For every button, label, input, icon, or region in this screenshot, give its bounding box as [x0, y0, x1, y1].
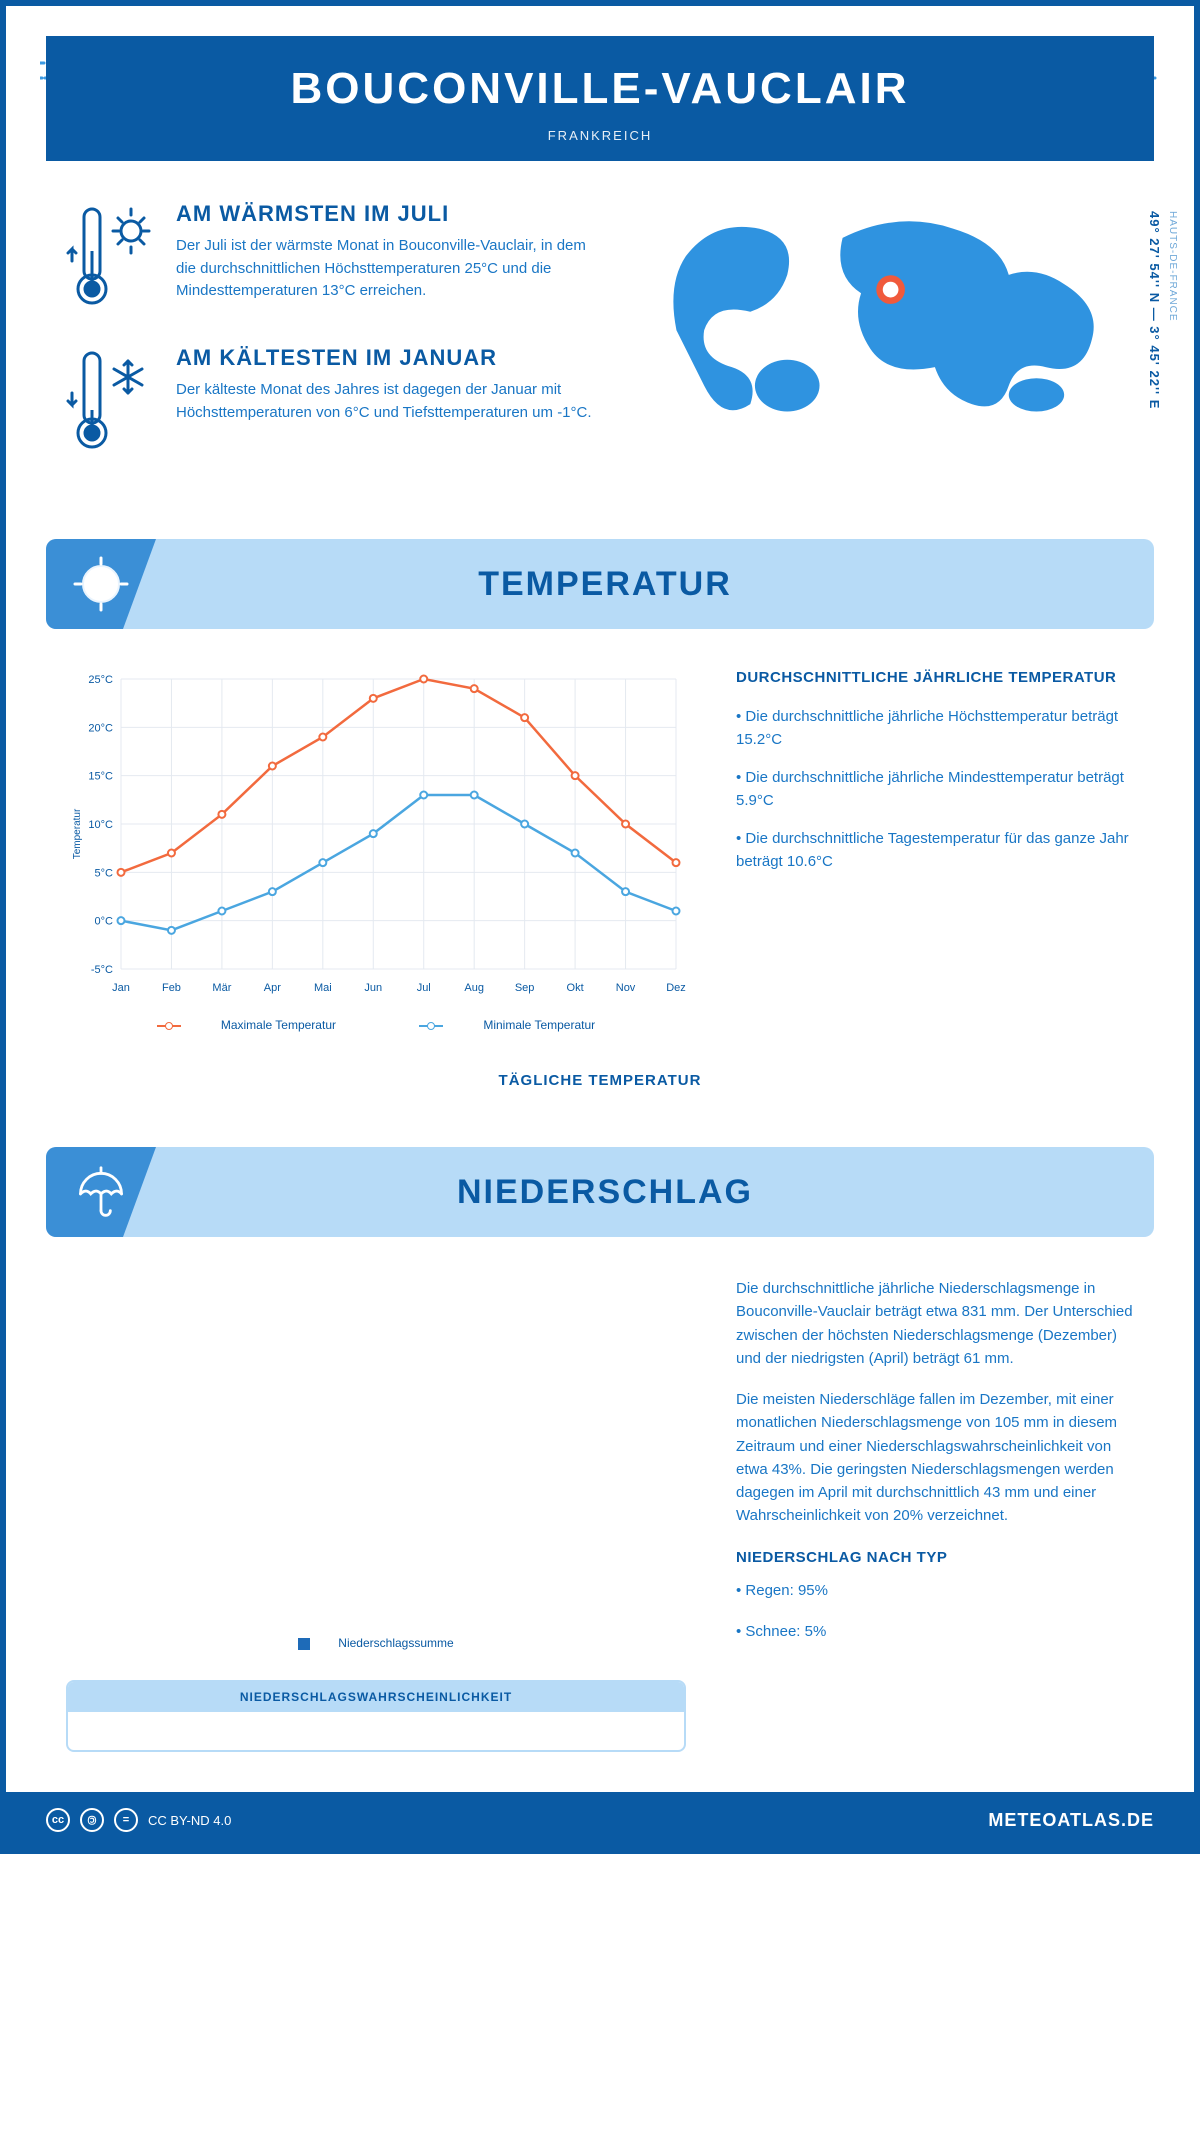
prob-title: NIEDERSCHLAGSWAHRSCHEINLICHKEIT: [68, 1682, 684, 1712]
fact-coldest: AM KÄLTESTEN IM JANUAR Der kälteste Mona…: [66, 345, 604, 455]
location-marker-icon: [880, 279, 902, 301]
temperature-line-chart: -5°C 0°C 5°C 10°C 15°C 20°C 25°C Jan Feb Mär Apr Ma…: [66, 669, 686, 999]
svg-text:25°C: 25°C: [88, 674, 113, 686]
section-title: TEMPERATUR: [156, 565, 1154, 604]
umbrella-icon: [73, 1164, 129, 1220]
cc-icon: cc: [46, 1808, 70, 1832]
world-map-icon: [644, 201, 1134, 441]
section-banner-precip: NIEDERSCHLAG: [46, 1147, 1154, 1237]
svg-text:Jan: Jan: [112, 982, 130, 994]
svg-text:Okt: Okt: [567, 982, 584, 994]
nd-icon: =: [114, 1808, 138, 1832]
header-banner: BOUCONVILLE-VAUCLAIR FRANKREICH: [46, 36, 1154, 161]
svg-text:15°C: 15°C: [88, 771, 113, 783]
license-label: CC BY-ND 4.0: [148, 1813, 231, 1828]
temperature-summary: DURCHSCHNITTLICHE JÄHRLICHE TEMPERATUR •…: [736, 669, 1134, 1032]
precip-paragraph: Die durchschnittliche jährliche Niedersc…: [736, 1277, 1134, 1370]
precip-summary: Die durchschnittliche jährliche Niedersc…: [736, 1277, 1134, 1752]
svg-text:Mai: Mai: [314, 982, 332, 994]
svg-text:Nov: Nov: [616, 982, 636, 994]
precip-probability-box: NIEDERSCHLAGSWAHRSCHEINLICHKEIT: [66, 1680, 686, 1752]
precip-type-heading: NIEDERSCHLAG NACH TYP: [736, 1546, 1134, 1569]
summary-bullet: • Die durchschnittliche jährliche Mindes…: [736, 767, 1134, 812]
fact-title: AM KÄLTESTEN IM JANUAR: [176, 345, 604, 371]
by-icon: 🄯: [80, 1808, 104, 1832]
section-title: NIEDERSCHLAG: [156, 1173, 1154, 1212]
precip-type-bullet: • Schnee: 5%: [736, 1620, 1134, 1643]
precip-paragraph: Die meisten Niederschläge fallen im Deze…: [736, 1388, 1134, 1528]
summary-bullet: • Die durchschnittliche Tagestemperatur …: [736, 828, 1134, 873]
fact-warmest: AM WÄRMSTEN IM JULI Der Juli ist der wär…: [66, 201, 604, 311]
svg-text:10°C: 10°C: [88, 819, 113, 831]
thermometer-snow-icon: [66, 345, 156, 455]
page-title: BOUCONVILLE-VAUCLAIR: [66, 64, 1134, 114]
svg-text:0°C: 0°C: [95, 916, 114, 928]
svg-text:Aug: Aug: [464, 982, 484, 994]
summary-heading: DURCHSCHNITTLICHE JÄHRLICHE TEMPERATUR: [736, 669, 1134, 686]
svg-text:Jul: Jul: [417, 982, 431, 994]
fact-body: Der Juli ist der wärmste Monat in Boucon…: [176, 235, 604, 303]
chart-legend: Maximale Temperatur Minimale Temperatur: [66, 1018, 686, 1032]
svg-text:Temperatur: Temperatur: [72, 808, 83, 859]
site-label: METEOATLAS.DE: [988, 1810, 1154, 1831]
fact-title: AM WÄRMSTEN IM JULI: [176, 201, 604, 227]
chart-legend: Niederschlagssumme: [66, 1636, 686, 1650]
section-banner-temperature: TEMPERATUR: [46, 539, 1154, 629]
infographic-frame: BOUCONVILLE-VAUCLAIR FRANKREICH: [0, 0, 1200, 1854]
svg-text:-5°C: -5°C: [91, 964, 113, 976]
country-label: FRANKREICH: [66, 128, 1134, 143]
precipitation-bar-chart: [66, 1277, 686, 1617]
coordinates-label: 49° 27' 54'' N — 3° 45' 22'' E: [1147, 211, 1162, 409]
svg-text:Jun: Jun: [364, 982, 382, 994]
region-label: HAUTS-DE-FRANCE: [1167, 211, 1178, 322]
footer: cc 🄯 = CC BY-ND 4.0 METEOATLAS.DE: [6, 1792, 1194, 1848]
fact-body: Der kälteste Monat des Jahres ist dagege…: [176, 379, 604, 424]
precip-type-bullet: • Regen: 95%: [736, 1579, 1134, 1602]
svg-text:Sep: Sep: [515, 982, 535, 994]
svg-text:5°C: 5°C: [95, 867, 114, 879]
svg-text:Feb: Feb: [162, 982, 181, 994]
summary-bullet: • Die durchschnittliche jährliche Höchst…: [736, 706, 1134, 751]
svg-text:Dez: Dez: [666, 982, 686, 994]
svg-text:Apr: Apr: [264, 982, 281, 994]
intro-section: AM WÄRMSTEN IM JULI Der Juli ist der wär…: [6, 161, 1194, 519]
svg-text:20°C: 20°C: [88, 722, 113, 734]
daily-temp-title: TÄGLICHE TEMPERATUR: [6, 1072, 1194, 1089]
svg-text:Mär: Mär: [212, 982, 231, 994]
sun-icon: [71, 554, 131, 614]
thermometer-sun-icon: [66, 201, 156, 311]
